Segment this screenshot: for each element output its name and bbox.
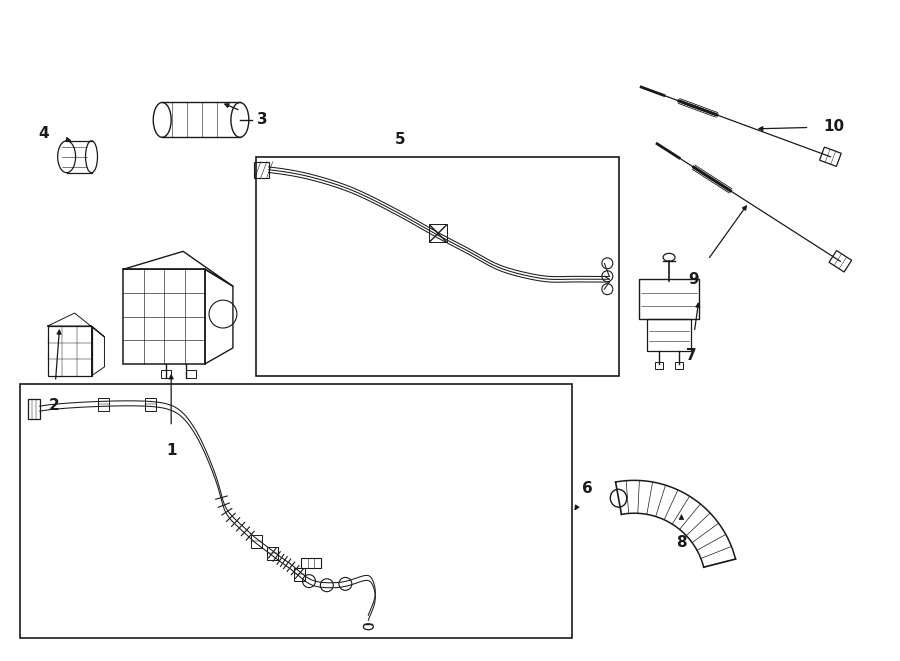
Bar bbox=[20, 384, 572, 638]
Bar bbox=[256, 157, 619, 376]
Bar bbox=[186, 370, 196, 378]
Bar bbox=[97, 398, 109, 410]
Bar bbox=[639, 279, 699, 319]
Text: 3: 3 bbox=[257, 112, 268, 128]
Text: 2: 2 bbox=[49, 398, 59, 413]
Bar bbox=[429, 225, 447, 243]
Bar bbox=[48, 326, 92, 376]
Text: 9: 9 bbox=[688, 272, 699, 287]
Text: 10: 10 bbox=[823, 120, 844, 134]
Bar bbox=[266, 547, 278, 560]
Text: 1: 1 bbox=[166, 443, 176, 458]
Text: 4: 4 bbox=[39, 126, 49, 141]
Bar bbox=[647, 319, 691, 351]
Bar bbox=[254, 162, 269, 178]
Bar bbox=[28, 399, 40, 418]
Ellipse shape bbox=[610, 489, 626, 507]
Bar bbox=[161, 370, 171, 378]
Bar bbox=[251, 535, 262, 548]
Bar bbox=[123, 269, 205, 364]
Bar bbox=[293, 568, 305, 581]
Text: 5: 5 bbox=[395, 132, 406, 147]
Bar bbox=[655, 362, 663, 369]
Text: 8: 8 bbox=[676, 535, 687, 549]
Text: 6: 6 bbox=[582, 481, 593, 496]
Bar bbox=[301, 558, 320, 568]
Bar bbox=[675, 362, 683, 369]
Bar bbox=[145, 398, 156, 411]
Text: 7: 7 bbox=[686, 348, 697, 364]
